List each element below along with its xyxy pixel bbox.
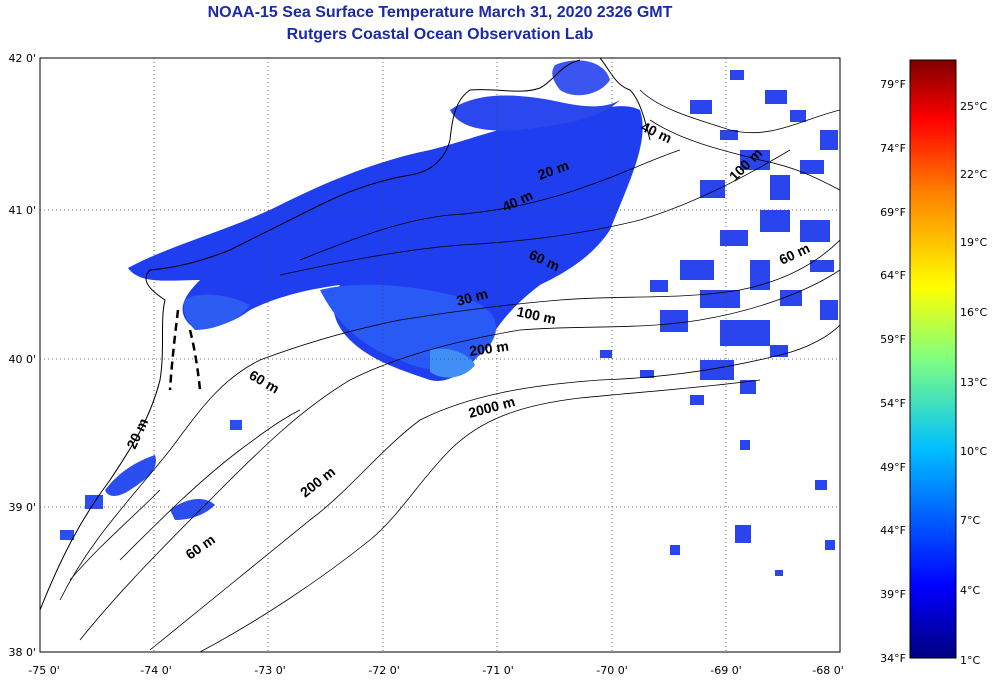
colorbar-c-label: 1°C bbox=[960, 654, 980, 667]
colorbar-c-label: 13°C bbox=[960, 376, 987, 389]
colorbar-f-label: 34°F bbox=[880, 652, 906, 665]
colorbar-c-label: 22°C bbox=[960, 168, 987, 181]
lon-tick: -68 0' bbox=[812, 664, 844, 677]
depth-label: 200 m bbox=[468, 338, 510, 359]
sst-main-patch bbox=[128, 106, 643, 381]
lon-tick: -69 0' bbox=[710, 664, 742, 677]
lon-tick: -73 0' bbox=[254, 664, 286, 677]
colorbar-c-label: 7°C bbox=[960, 514, 980, 527]
map-title: NOAA-15 Sea Surface Temperature March 31… bbox=[207, 4, 673, 21]
lat-tick: 39 0' bbox=[8, 501, 36, 514]
colorbar-f-label: 44°F bbox=[880, 524, 906, 537]
lon-tick: -70 0' bbox=[596, 664, 628, 677]
colorbar-f-labels: 79°F 74°F 69°F 64°F 59°F 54°F 49°F 44°F … bbox=[880, 78, 906, 665]
lat-tick: 41 0' bbox=[8, 204, 36, 217]
depth-label: 30 m bbox=[455, 285, 490, 309]
lon-axis: -75 0' -74 0' -73 0' -72 0' -71 0' -70 0… bbox=[28, 664, 844, 677]
lon-tick: -74 0' bbox=[140, 664, 172, 677]
colorbar-c-label: 25°C bbox=[960, 100, 987, 113]
lat-axis: 42 0' 41 0' 40 0' 39 0' 38 0' bbox=[8, 52, 36, 659]
graticule bbox=[40, 58, 840, 652]
lat-tick: 42 0' bbox=[8, 52, 36, 65]
dashed-boundaries bbox=[168, 309, 202, 391]
colorbar-c-label: 4°C bbox=[960, 584, 980, 597]
sst-nj-coast bbox=[183, 294, 250, 330]
sst-patch-north bbox=[450, 95, 620, 131]
lat-tick: 40 0' bbox=[8, 353, 36, 366]
colorbar bbox=[909, 59, 957, 659]
colorbar-c-label: 10°C bbox=[960, 445, 987, 458]
sst-capecod-bay bbox=[552, 60, 610, 96]
lon-tick: -71 0' bbox=[482, 664, 514, 677]
sst-patch-lighter bbox=[320, 284, 497, 370]
colorbar-c-label: 19°C bbox=[960, 236, 987, 249]
colorbar-f-label: 64°F bbox=[880, 269, 906, 282]
colorbar-f-label: 39°F bbox=[880, 588, 906, 601]
sst-patch-warm bbox=[430, 348, 475, 378]
coastline bbox=[40, 58, 651, 611]
lon-tick: -72 0' bbox=[368, 664, 400, 677]
sst-sw-scatter bbox=[60, 420, 242, 540]
map-subtitle: Rutgers Coastal Ocean Observation Lab bbox=[286, 26, 594, 43]
lon-tick: -75 0' bbox=[28, 664, 60, 677]
colorbar-c-label: 16°C bbox=[960, 306, 987, 319]
colorbar-f-label: 49°F bbox=[880, 461, 906, 474]
colorbar-f-label: 59°F bbox=[880, 333, 906, 346]
colorbar-f-label: 79°F bbox=[880, 78, 906, 91]
colorbar-f-label: 54°F bbox=[880, 397, 906, 410]
sst-east-scatter bbox=[600, 70, 838, 576]
lat-tick: 38 0' bbox=[8, 646, 36, 659]
colorbar-c-labels: 25°C 22°C 19°C 16°C 13°C 10°C 7°C 4°C 1°… bbox=[960, 100, 987, 667]
bathymetry-contours bbox=[59, 89, 840, 652]
colorbar-f-label: 69°F bbox=[880, 206, 906, 219]
colorbar-f-label: 74°F bbox=[880, 142, 906, 155]
